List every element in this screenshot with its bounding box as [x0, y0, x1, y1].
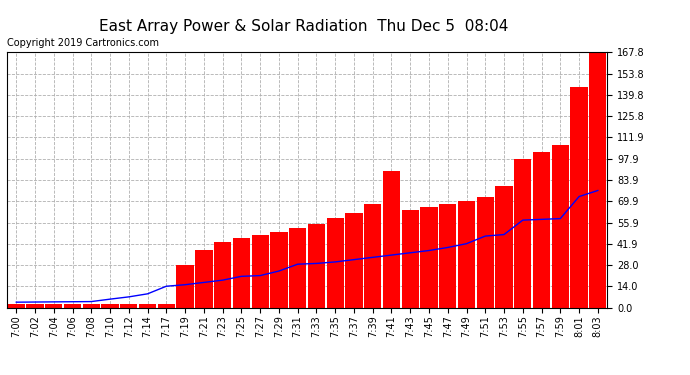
Bar — [64, 304, 81, 307]
Text: Copyright 2019 Cartronics.com: Copyright 2019 Cartronics.com — [7, 38, 159, 48]
Bar — [101, 304, 119, 307]
Bar — [589, 52, 607, 308]
Bar — [402, 210, 419, 308]
Bar — [345, 213, 362, 308]
Bar — [214, 242, 231, 308]
Bar — [139, 304, 156, 307]
Bar — [458, 201, 475, 308]
Bar — [495, 186, 513, 308]
Bar — [533, 153, 550, 308]
Bar — [552, 145, 569, 308]
Bar — [439, 204, 456, 308]
Bar — [514, 159, 531, 308]
Bar — [420, 207, 437, 308]
Bar — [8, 304, 25, 307]
Bar — [383, 171, 400, 308]
Bar — [233, 238, 250, 308]
Bar — [364, 204, 382, 308]
Bar — [26, 304, 43, 307]
Bar — [158, 304, 175, 307]
Bar — [177, 265, 194, 308]
Bar — [83, 304, 100, 307]
Text: East Array Power & Solar Radiation  Thu Dec 5  08:04: East Array Power & Solar Radiation Thu D… — [99, 19, 509, 34]
Bar — [308, 224, 325, 308]
Bar — [195, 250, 213, 308]
Bar — [120, 304, 137, 307]
Bar — [477, 196, 494, 308]
Bar — [270, 231, 288, 308]
Bar — [252, 234, 269, 308]
Bar — [571, 87, 588, 308]
Bar — [326, 218, 344, 308]
Bar — [45, 304, 62, 307]
Bar — [289, 228, 306, 308]
